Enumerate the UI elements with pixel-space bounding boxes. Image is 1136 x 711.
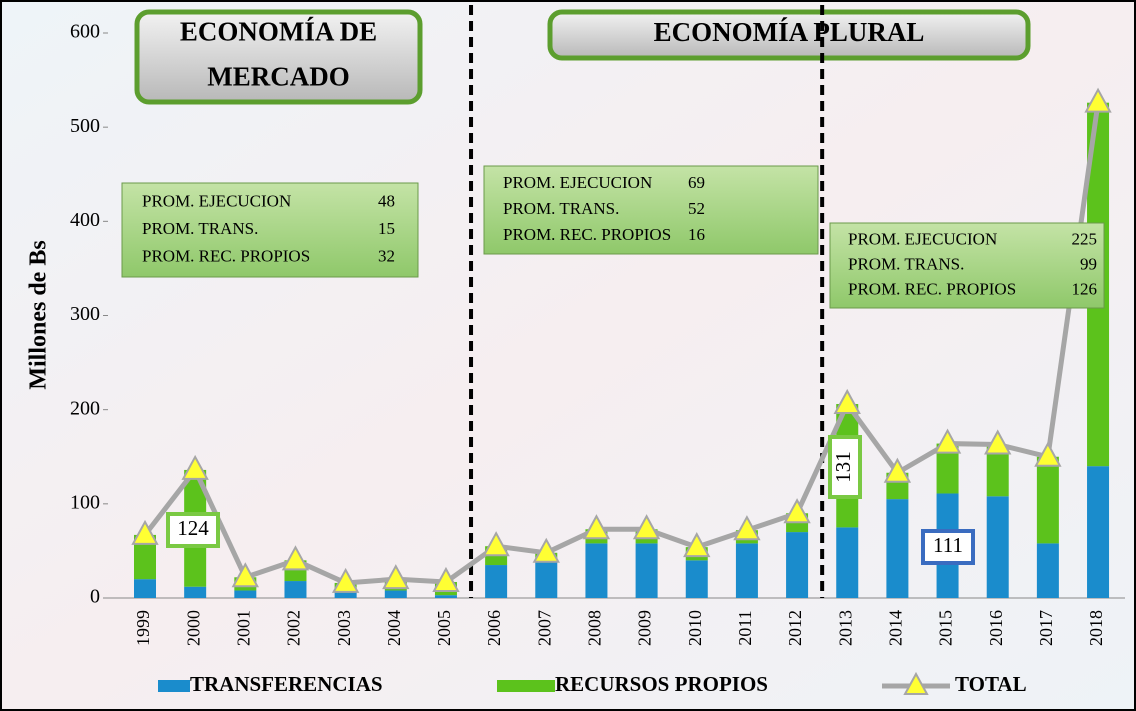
x-tick-label: 2001 — [233, 610, 253, 646]
annotation-value: 32 — [378, 247, 395, 266]
legend-label: TRANSFERENCIAS — [190, 672, 383, 696]
annotation-label: PROM. EJECUCION — [503, 173, 652, 192]
chart: Millones de Bs 0 100 200 300 400 500 600 ECONOM… — [0, 0, 1136, 711]
y-tick-label: 400 — [70, 209, 100, 231]
annotation-label: PROM. REC. PROPIOS — [142, 247, 310, 266]
era-title: ECONOMÍA DE — [180, 17, 377, 47]
legend-swatch — [497, 680, 555, 692]
annotation-value: 52 — [688, 199, 705, 218]
y-tick-label: 200 — [70, 397, 100, 419]
x-tick-label: 2012 — [785, 610, 805, 646]
era-title: MERCADO — [207, 62, 350, 92]
legend-label: RECURSOS PROPIOS — [555, 672, 768, 696]
x-tick-label: 2015 — [936, 610, 956, 646]
bar — [836, 527, 858, 598]
x-tick-label: 2007 — [534, 610, 554, 646]
annotation-label: PROM. EJECUCION — [848, 229, 997, 248]
bar — [385, 590, 407, 598]
page: {"chart_data":{"type":"stacked-bar-line"… — [0, 0, 1136, 711]
value-label: 124 — [177, 516, 209, 540]
annotation-label: PROM. TRANS. — [503, 199, 619, 218]
x-tick-label: 2011 — [735, 610, 755, 645]
annotation-value: 126 — [1072, 279, 1098, 298]
bar — [485, 565, 507, 598]
y-tick-label: 0 — [90, 586, 100, 608]
annotation-label: PROM. REC. PROPIOS — [503, 225, 671, 244]
y-axis-label: Millones de Bs — [26, 240, 52, 389]
x-tick-label: 2010 — [685, 610, 705, 646]
y-tick-label: 600 — [70, 21, 100, 43]
bar — [1087, 466, 1109, 598]
bar — [987, 496, 1009, 598]
annotation-value: 48 — [378, 191, 395, 210]
y-tick-label: 100 — [70, 491, 100, 513]
bar — [686, 560, 708, 598]
bar — [435, 595, 457, 598]
bar — [134, 579, 156, 598]
x-tick-label: 2004 — [384, 610, 404, 646]
x-tick-label: 2014 — [886, 610, 906, 646]
frame — [1, 1, 1135, 710]
bar — [1037, 543, 1059, 598]
x-tick-label: 2002 — [284, 610, 304, 646]
bar — [335, 592, 357, 598]
x-tick-label: 2018 — [1086, 610, 1106, 646]
annotation-value: 69 — [688, 173, 705, 192]
legend-swatch — [158, 680, 190, 692]
value-label: 111 — [933, 533, 963, 557]
bar — [585, 543, 607, 598]
x-tick-label: 2009 — [635, 610, 655, 646]
x-tick-label: 2005 — [434, 610, 454, 646]
bar — [535, 562, 557, 598]
annotation-label: PROM. REC. PROPIOS — [848, 279, 1016, 298]
bar — [234, 590, 256, 598]
x-tick-label: 2017 — [1036, 610, 1056, 646]
x-tick-label: 2000 — [183, 610, 203, 646]
x-tick-label: 2013 — [835, 610, 855, 646]
annotation-label: PROM. EJECUCION — [142, 191, 291, 210]
annotation-value: 225 — [1072, 229, 1098, 248]
bar — [1037, 457, 1059, 544]
bar — [184, 587, 206, 598]
x-tick-label: 1999 — [133, 610, 153, 646]
annotation-value: 16 — [688, 225, 705, 244]
x-tick-label: 2003 — [334, 610, 354, 646]
y-tick-label: 300 — [70, 303, 100, 325]
annotation-value: 99 — [1080, 254, 1097, 273]
annotation-value: 15 — [378, 219, 395, 238]
annotation-label: PROM. TRANS. — [142, 219, 258, 238]
x-tick-label: 2016 — [986, 610, 1006, 646]
value-label: 131 — [831, 451, 855, 483]
x-tick-label: 2008 — [585, 610, 605, 646]
bar — [786, 532, 808, 598]
legend-label: TOTAL — [955, 672, 1027, 696]
bar — [886, 499, 908, 598]
annotation-label: PROM. TRANS. — [848, 254, 964, 273]
bar — [636, 543, 658, 598]
x-tick-label: 2006 — [484, 610, 504, 646]
bar — [284, 581, 306, 598]
y-tick-label: 500 — [70, 115, 100, 137]
bar — [736, 543, 758, 598]
era-title: ECONOMÍA PLURAL — [654, 17, 925, 47]
